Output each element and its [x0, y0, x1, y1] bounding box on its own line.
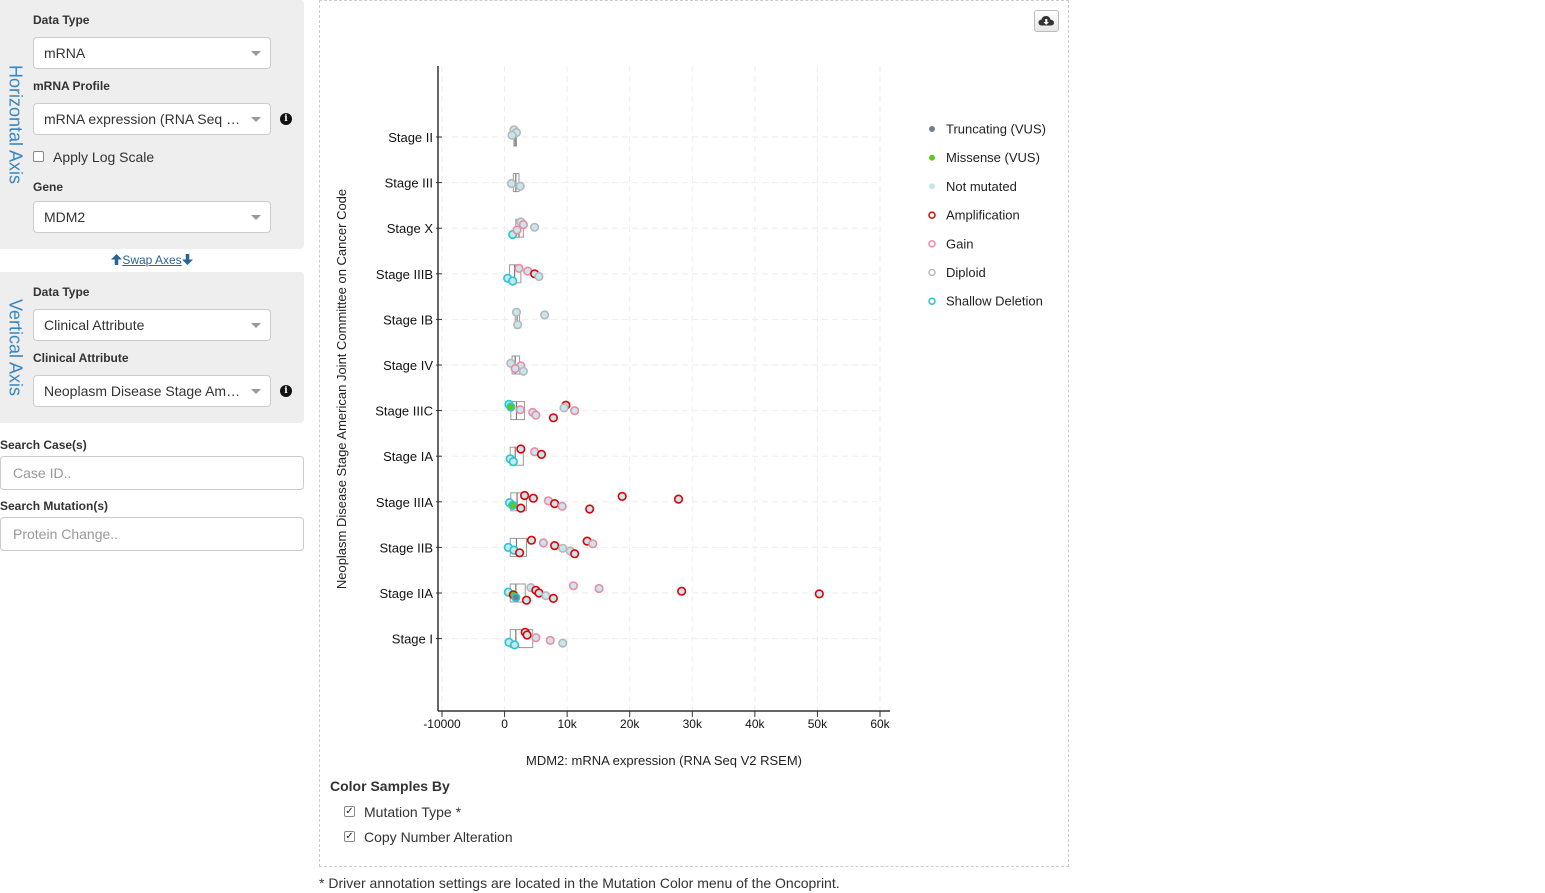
cna-label: Copy Number Alteration — [364, 829, 513, 845]
swap-axes-link[interactable]: Swap Axes — [111, 253, 193, 267]
info-circle-icon[interactable]: i — [280, 385, 292, 397]
log-scale-label: Apply Log Scale — [53, 149, 155, 165]
plot-container — [319, 0, 1069, 867]
v-data-type-label: Data Type — [33, 285, 90, 299]
chevron-down-icon — [251, 389, 261, 394]
mrna-profile-select[interactable]: mRNA expression (RNA Seq V2 RSEM) — [33, 103, 271, 135]
clinical-attribute-select[interactable]: Neoplasm Disease Stage American Joint Co… — [33, 375, 271, 407]
mutation-type-label: Mutation Type * — [364, 804, 462, 820]
chevron-down-icon — [251, 51, 261, 56]
clinical-attribute-value: Neoplasm Disease Stage American Joint Co… — [44, 383, 270, 399]
v-data-type-value: Clinical Attribute — [44, 317, 145, 333]
gene-label: Gene — [33, 180, 64, 194]
swap-axes-label: Swap Axes — [122, 253, 182, 267]
chevron-down-icon — [251, 215, 261, 220]
mrna-profile-value: mRNA expression (RNA Seq V2 RSEM) — [44, 111, 271, 127]
swap-axes-row: Swap Axes — [0, 253, 304, 267]
chevron-down-icon — [251, 117, 261, 122]
search-mutations-input[interactable] — [0, 517, 304, 551]
horizontal-axis-title: Horizontal Axis — [5, 64, 26, 185]
clinical-attribute-label: Clinical Attribute — [33, 351, 129, 365]
arrow-down-icon — [181, 254, 193, 265]
search-cases-input[interactable] — [0, 456, 304, 490]
arrow-up-icon — [111, 254, 123, 265]
cna-checkbox[interactable]: ✓ — [344, 831, 355, 842]
footnote: * Driver annotation settings are located… — [319, 875, 840, 891]
search-mutations-label: Search Mutation(s) — [0, 499, 109, 513]
h-data-type-value: mRNA — [44, 45, 86, 61]
color-by-title: Color Samples By — [330, 778, 450, 794]
gene-select[interactable]: MDM2 — [33, 201, 271, 233]
chevron-down-icon — [251, 323, 261, 328]
info-circle-icon[interactable]: i — [280, 113, 292, 125]
v-data-type-select[interactable]: Clinical Attribute — [33, 309, 271, 341]
horizontal-axis-panel: Horizontal Axis Data Type mRNA mRNA Prof… — [0, 0, 304, 249]
log-scale-checkbox[interactable] — [33, 151, 44, 162]
vertical-axis-title: Vertical Axis — [5, 298, 26, 397]
gene-value: MDM2 — [44, 209, 86, 225]
h-data-type-label: Data Type — [33, 13, 90, 27]
vertical-axis-panel: Vertical Axis Data Type Clinical Attribu… — [0, 272, 304, 423]
mrna-profile-label: mRNA Profile — [33, 79, 110, 93]
download-button[interactable] — [1034, 10, 1059, 32]
mutation-type-checkbox[interactable]: ✓ — [344, 806, 355, 817]
search-cases-label: Search Case(s) — [0, 438, 87, 452]
cloud-download-icon — [1038, 16, 1054, 26]
h-data-type-select[interactable]: mRNA — [33, 37, 271, 69]
